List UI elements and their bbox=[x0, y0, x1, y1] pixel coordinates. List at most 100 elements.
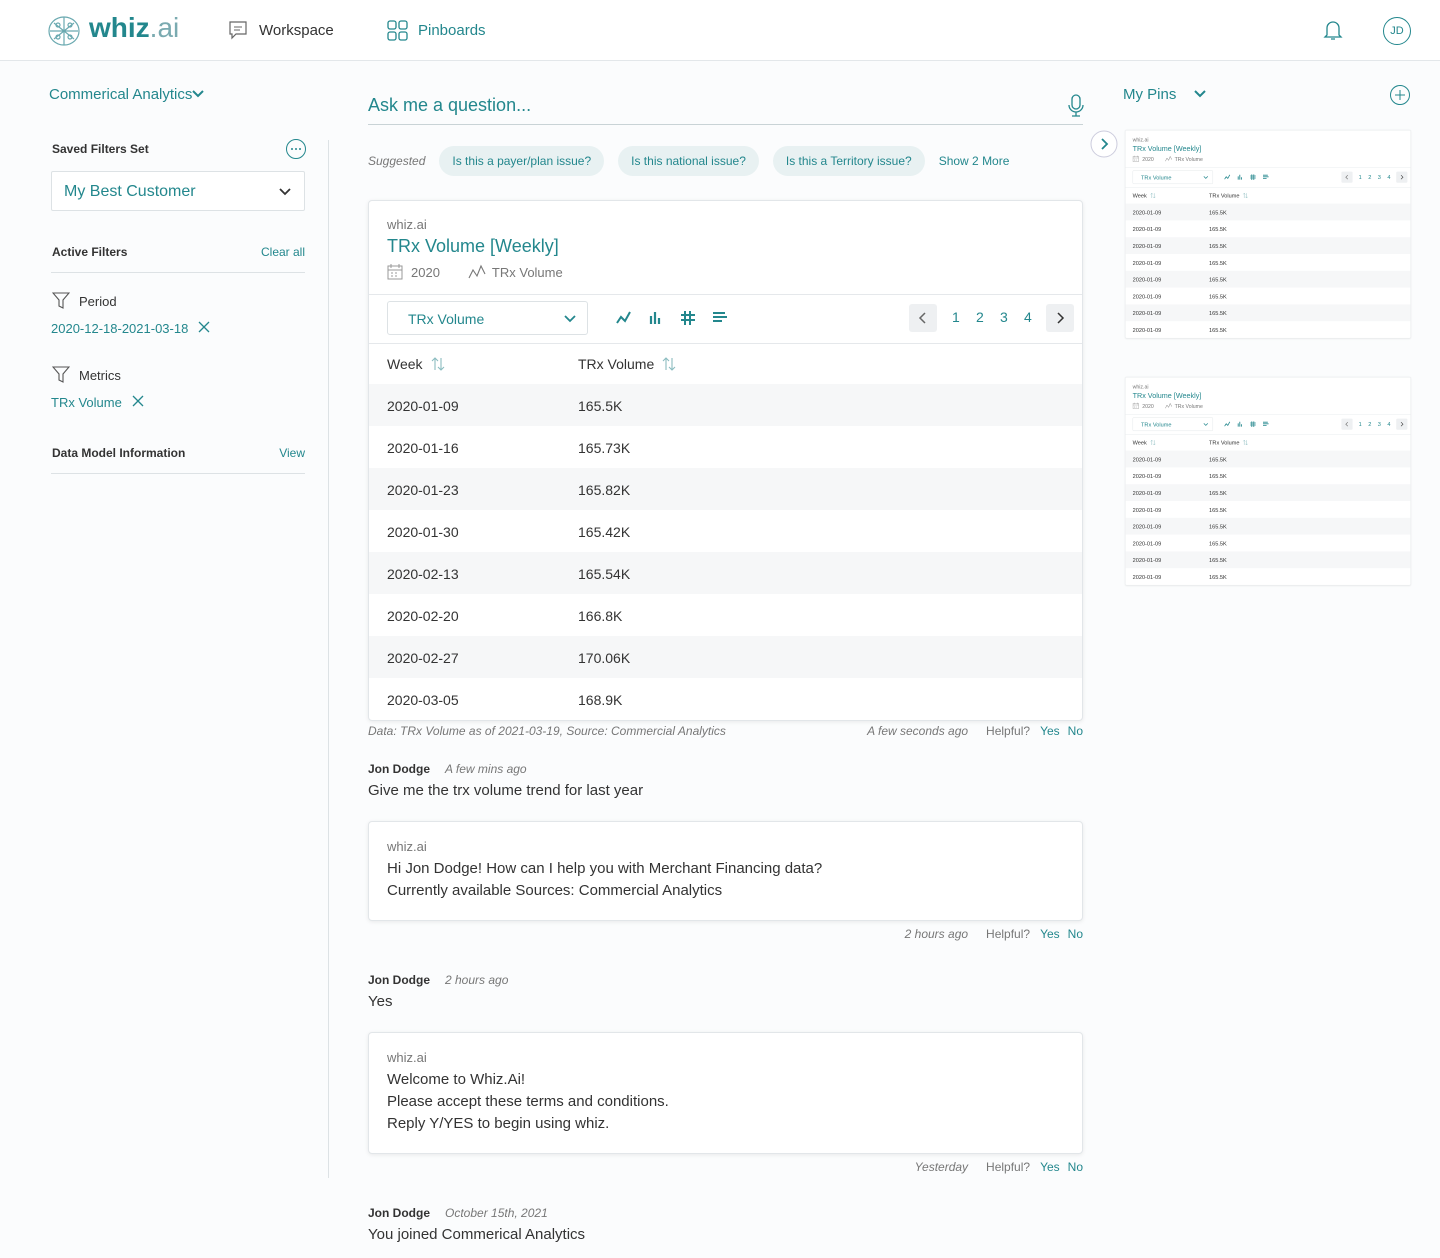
notification-bell[interactable] bbox=[1323, 19, 1343, 41]
list-view[interactable] bbox=[1262, 421, 1269, 427]
remove-filter[interactable] bbox=[198, 321, 210, 333]
yes[interactable]: Yes bbox=[1040, 724, 1060, 738]
table-view[interactable] bbox=[1250, 174, 1256, 182]
line-chart-view[interactable] bbox=[1224, 421, 1231, 427]
page-number[interactable]: 2 bbox=[976, 309, 984, 325]
table-view[interactable] bbox=[1250, 421, 1256, 429]
page-number[interactable]: 4 bbox=[1024, 309, 1032, 325]
table-view[interactable] bbox=[680, 310, 696, 331]
prev-page[interactable] bbox=[1341, 171, 1353, 183]
bar-chart-view[interactable] bbox=[1237, 174, 1243, 180]
page-number[interactable]: 4 bbox=[1387, 173, 1391, 180]
suggestion-chip[interactable]: Is this national issue? bbox=[618, 146, 759, 176]
expand-pins[interactable] bbox=[1090, 130, 1118, 158]
line-chart-view[interactable] bbox=[1224, 174, 1231, 180]
page-number[interactable]: 3 bbox=[1377, 173, 1381, 180]
page-number[interactable]: 1 bbox=[1358, 420, 1362, 427]
mic-button[interactable] bbox=[1068, 94, 1084, 118]
list-view[interactable] bbox=[1262, 174, 1269, 182]
column-header[interactable]: Week bbox=[387, 356, 445, 375]
sort-icon[interactable] bbox=[431, 356, 445, 375]
page-number[interactable]: 2 bbox=[1368, 420, 1372, 427]
remove-filter[interactable] bbox=[132, 395, 144, 410]
list-view[interactable] bbox=[1262, 174, 1269, 180]
sort-icon[interactable] bbox=[1150, 192, 1156, 199]
column-header[interactable]: Week bbox=[1133, 192, 1156, 200]
bar-chart-view[interactable] bbox=[1237, 421, 1243, 427]
list-view[interactable] bbox=[712, 310, 728, 326]
workspace-selector[interactable]: Commerical Analytics bbox=[49, 86, 193, 103]
no[interactable]: No bbox=[1067, 1160, 1083, 1174]
pins-title[interactable]: My Pins bbox=[1123, 86, 1177, 103]
bar-chart-view[interactable] bbox=[1237, 421, 1243, 429]
yes[interactable]: Yes bbox=[1040, 927, 1060, 941]
question-input[interactable]: Ask me a question... bbox=[368, 95, 532, 115]
page-number[interactable]: 3 bbox=[1377, 420, 1381, 427]
prev-page[interactable] bbox=[909, 304, 937, 332]
logo[interactable]: whiz.ai bbox=[89, 12, 179, 44]
sort-icon[interactable] bbox=[1150, 439, 1156, 447]
chevron[interactable] bbox=[191, 88, 205, 100]
chevron[interactable] bbox=[1193, 88, 1207, 100]
next-page[interactable] bbox=[1046, 304, 1074, 332]
sort-icon[interactable] bbox=[1242, 439, 1249, 447]
table-view[interactable] bbox=[1250, 421, 1256, 428]
line-chart-view[interactable] bbox=[616, 310, 632, 326]
sort-icon[interactable] bbox=[1150, 439, 1156, 446]
bar-chart-view[interactable] bbox=[1237, 174, 1243, 182]
next-page[interactable] bbox=[1396, 419, 1407, 430]
column-header[interactable]: TRx Volume bbox=[1209, 439, 1249, 447]
sort-icon[interactable] bbox=[431, 356, 445, 372]
card-title[interactable]: TRx Volume [Weekly] bbox=[1132, 391, 1202, 400]
page-number[interactable]: 2 bbox=[1368, 173, 1372, 180]
show-more[interactable]: Show 2 More bbox=[938, 154, 1010, 168]
suggestion-chip[interactable]: Is this a Territory issue? bbox=[772, 146, 925, 176]
next-page[interactable] bbox=[1396, 418, 1408, 430]
add-pin[interactable] bbox=[1389, 84, 1411, 106]
page-number[interactable]: 1 bbox=[952, 309, 960, 325]
saved-filter-select[interactable]: My Best Customer bbox=[51, 171, 305, 211]
view-link[interactable]: View bbox=[279, 446, 305, 460]
column-header[interactable]: TRx Volume bbox=[578, 356, 676, 375]
prev-page[interactable] bbox=[909, 304, 937, 332]
avatar[interactable]: JD bbox=[1383, 17, 1411, 45]
next-page[interactable] bbox=[1046, 304, 1074, 332]
yes[interactable]: Yes bbox=[1040, 1160, 1060, 1174]
sort-icon[interactable] bbox=[662, 356, 676, 372]
prev-page[interactable] bbox=[1341, 172, 1352, 183]
page-number[interactable]: 4 bbox=[1387, 420, 1391, 427]
card-title[interactable]: TRx Volume [Weekly] bbox=[387, 236, 559, 256]
page-number[interactable]: 1 bbox=[1358, 173, 1362, 180]
nav-pinboards[interactable]: Pinboards bbox=[418, 22, 486, 39]
card-title[interactable]: TRx Volume [Weekly] bbox=[1132, 144, 1202, 153]
table-view[interactable] bbox=[1250, 174, 1256, 181]
next-page[interactable] bbox=[1396, 171, 1408, 183]
page-number[interactable]: 3 bbox=[1000, 309, 1008, 325]
pin-card[interactable]: whiz.ai TRx Volume [Weekly] 2020 TRx Volume… bbox=[1125, 130, 1411, 339]
sort-icon[interactable] bbox=[1242, 192, 1249, 199]
pin-card[interactable]: whiz.ai TRx Volume [Weekly] 2020 TRx Volume… bbox=[1125, 377, 1411, 586]
clear-all[interactable]: Clear all bbox=[260, 245, 305, 259]
remove-filter[interactable] bbox=[132, 395, 144, 407]
list-view[interactable] bbox=[1262, 421, 1269, 429]
prev-page[interactable] bbox=[1341, 418, 1353, 430]
sort-icon[interactable] bbox=[662, 356, 676, 375]
list-view[interactable] bbox=[712, 310, 728, 331]
next-page[interactable] bbox=[1396, 172, 1407, 183]
table-view[interactable] bbox=[680, 310, 696, 326]
line-chart-view[interactable] bbox=[1224, 174, 1231, 182]
line-chart-view[interactable] bbox=[616, 310, 632, 331]
remove-filter[interactable] bbox=[198, 321, 210, 336]
no[interactable]: No bbox=[1067, 927, 1083, 941]
metric-select[interactable]: TRx Volume bbox=[1132, 417, 1213, 431]
bar-chart-view[interactable] bbox=[648, 310, 664, 331]
metric-select[interactable]: TRx Volume bbox=[1132, 170, 1213, 184]
no[interactable]: No bbox=[1067, 724, 1083, 738]
nav-workspace[interactable]: Workspace bbox=[259, 22, 334, 39]
suggestion-chip[interactable]: Is this a payer/plan issue? bbox=[439, 146, 605, 176]
prev-page[interactable] bbox=[1341, 419, 1352, 430]
sort-icon[interactable] bbox=[1242, 192, 1249, 200]
more-button[interactable] bbox=[285, 138, 307, 160]
metric-select[interactable]: TRx Volume bbox=[387, 301, 588, 335]
sort-icon[interactable] bbox=[1242, 439, 1249, 446]
